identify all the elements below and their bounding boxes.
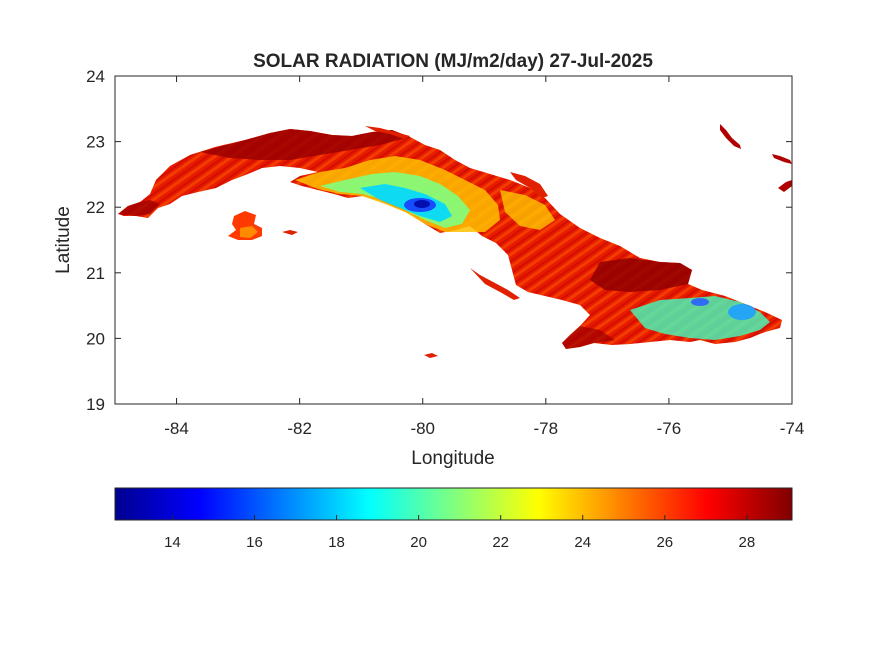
y-axis-ticks: 19 20 21 22 23 24	[86, 67, 792, 414]
x-axis-label: Longitude	[411, 448, 494, 469]
x-tick-label: -84	[164, 419, 189, 438]
cuba-central-darkblue	[414, 200, 430, 208]
chart-title: SOLAR RADIATION (MJ/m2/day) 27-Jul-2025	[253, 51, 653, 72]
cays	[282, 126, 548, 358]
cuba-east-yellow	[500, 190, 555, 230]
isla-juventud-warm	[240, 226, 258, 238]
x-tick-label: -76	[657, 419, 682, 438]
cuba-east-dark	[590, 258, 692, 292]
y-tick-label: 23	[86, 133, 105, 152]
y-tick-label: 20	[86, 329, 105, 348]
colorbar: 14 16 18 20 22 24 26 28	[114, 487, 793, 551]
map-plot	[118, 124, 792, 358]
cuba-guantanamo-blue	[728, 304, 756, 320]
colorbar-tick-label: 22	[492, 534, 509, 551]
isla-de-la-juventud	[228, 211, 262, 240]
colorbar-tick-label: 26	[656, 534, 673, 551]
island-hispaniola-tip-1	[720, 124, 741, 149]
y-tick-label: 24	[86, 67, 105, 86]
island-hispaniola-tip-3	[778, 180, 792, 192]
cuba-south-dark	[562, 326, 615, 349]
cuba-west-dark	[118, 200, 160, 216]
y-tick-label: 22	[86, 198, 105, 217]
cays-north	[365, 126, 410, 139]
cuba-southeast-blue	[691, 298, 709, 306]
y-tick-label: 21	[86, 264, 105, 283]
colorbar-tick-label: 18	[328, 534, 345, 551]
colorbar-tick-label: 28	[739, 534, 756, 551]
colorbar-gradient	[114, 487, 793, 521]
x-tick-label: -82	[287, 419, 312, 438]
cays-isla-north	[282, 230, 298, 235]
cay-small	[424, 353, 438, 358]
x-axis-ticks: -84 -82 -80 -78 -76 -74	[164, 76, 804, 438]
y-tick-label: 19	[86, 395, 105, 414]
cuba-texture	[118, 129, 782, 349]
cuba-north-dark	[200, 129, 410, 160]
map-axes-box	[114, 75, 793, 405]
colorbar-ticks: 14 16 18 20 22 24 26 28	[164, 515, 755, 551]
y-axis-label: Latitude	[53, 206, 74, 274]
colorbar-tick-label: 16	[246, 534, 263, 551]
islands-east	[720, 124, 792, 192]
island-hispaniola-tip-2	[772, 154, 792, 164]
cuba-main-island	[118, 129, 782, 349]
colorbar-tick-label: 24	[574, 534, 591, 551]
cays-northeast	[510, 172, 548, 198]
x-tick-label: -78	[534, 419, 559, 438]
colorbar-tick-label: 20	[410, 534, 427, 551]
colorbar-tick-label: 14	[164, 534, 181, 551]
x-tick-label: -74	[780, 419, 805, 438]
cays-south	[470, 268, 520, 300]
x-tick-label: -80	[410, 419, 435, 438]
